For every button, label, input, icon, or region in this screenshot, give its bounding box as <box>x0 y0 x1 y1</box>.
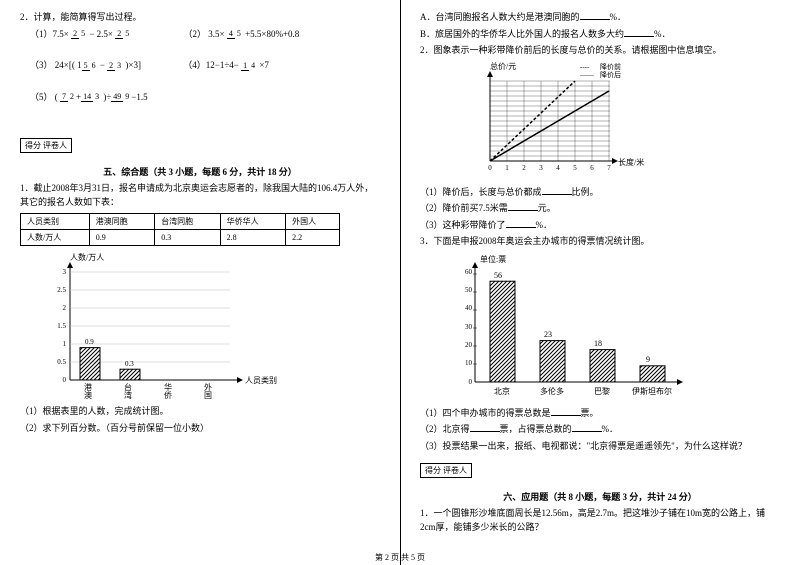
svg-text:0.9: 0.9 <box>85 338 94 346</box>
svg-text:4: 4 <box>556 164 560 172</box>
svg-text:2.5: 2.5 <box>57 286 66 294</box>
svg-text:北京: 北京 <box>494 386 510 396</box>
svg-text:----: ---- <box>580 63 590 71</box>
svg-text:56: 56 <box>494 271 502 280</box>
svg-text:60: 60 <box>465 268 473 276</box>
svg-text:多伦多: 多伦多 <box>540 386 564 396</box>
f4: （4）12−1÷4− 14 ×7 <box>183 60 269 70</box>
svg-text:2: 2 <box>63 304 67 312</box>
svg-text:人员类别: 人员类别 <box>245 375 277 385</box>
section5-q1: 1．截止2008年3月31日，报名申请成为北京奥运会志愿者的，除我国大陆的106… <box>20 182 380 209</box>
ra: A．台湾同胞报名人数大约是港澳同胞的%． <box>420 11 780 25</box>
svg-text:9: 9 <box>646 355 650 364</box>
svg-text:7: 7 <box>607 164 611 172</box>
score-box: 得分 评卷人 <box>20 138 72 153</box>
svg-text:——: —— <box>579 71 595 79</box>
svg-text:30: 30 <box>465 323 473 331</box>
formula-row-1: （1）7.5× 25 − 2.5× 25 （2） 3.5× 45 +5.5×80… <box>30 28 380 42</box>
svg-text:1: 1 <box>63 340 67 348</box>
svg-text:0: 0 <box>63 376 67 384</box>
svg-text:降价后: 降价后 <box>600 70 621 79</box>
svg-text:20: 20 <box>465 341 473 349</box>
sub2: （2）求下列百分数。（百分号前保留一位小数） <box>20 422 380 436</box>
section-5-header: 五、综合题（共 3 小题，每题 6 分，共计 18 分） <box>20 165 380 178</box>
svg-text:湾: 湾 <box>124 390 132 400</box>
formula-row-2: （3） 24×[( 156 − 23 )×3] （4）12−1÷4− 14 ×7 <box>30 59 380 73</box>
f1: （1）7.5× 25 − 2.5× 25 <box>30 29 133 39</box>
svg-text:50: 50 <box>465 286 473 294</box>
rq2: 2．图象表示一种彩带降价前后的长度与总价的关系。请根据图中信息填空。 <box>420 44 780 58</box>
svg-text:1: 1 <box>505 164 509 172</box>
chart2-line: 总价/元 ---- 降价前 —— 降价后 0 1 2 3 4 5 6 7 长度/米 <box>460 61 660 181</box>
category-table: 人员类别 港澳同胞 台湾同胞 华侨华人 外国人 人数/万人 0.9 0.3 2.… <box>20 213 340 246</box>
svg-text:40: 40 <box>465 304 473 312</box>
svg-text:0: 0 <box>469 378 473 386</box>
rq3: 3．下面是申报2008年奥运会主办城市的得票情况统计图。 <box>420 235 780 249</box>
svg-text:5: 5 <box>573 164 577 172</box>
svg-text:23: 23 <box>544 330 552 339</box>
svg-text:侨: 侨 <box>164 390 172 400</box>
svg-text:18: 18 <box>594 339 602 348</box>
page-footer: 第 2 页 共 5 页 <box>0 552 800 563</box>
svg-text:总价/元: 总价/元 <box>490 61 516 71</box>
svg-text:0: 0 <box>488 164 492 172</box>
svg-text:澳: 澳 <box>84 390 92 400</box>
f2: （2） 3.5× 45 +5.5×80%+0.8 <box>183 29 299 39</box>
svg-text:0.5: 0.5 <box>57 358 66 366</box>
right-column: A．台湾同胞报名人数大约是港澳同胞的%． B．旅居国外的华侨华人比外国人的报名人… <box>400 0 800 565</box>
left-column: 2．计算，能简算得写出过程。 （1）7.5× 25 − 2.5× 25 （2） … <box>0 0 400 565</box>
svg-text:国: 国 <box>204 391 212 400</box>
f5: （5） ( 72+143 )÷499−1.5 <box>30 92 148 102</box>
svg-text:0.3: 0.3 <box>125 360 134 368</box>
svg-text:巴黎: 巴黎 <box>594 386 610 396</box>
chart3-bar: 单位:票 0 10 20 30 40 50 60 56 23 18 9 北京 多伦多 巴黎… <box>440 252 700 402</box>
section-6-header: 六、应用题（共 8 小题，每题 3 分，共计 24 分） <box>420 490 780 503</box>
sub1: （1）根据表里的人数，完成统计图。 <box>20 405 380 419</box>
score-box-2: 得分 评卷人 <box>420 463 472 478</box>
c3-3: （3）投票结果一出来，报纸、电视都说："北京得票是遥遥领先"，为什么这样说？ <box>420 440 780 454</box>
svg-text:3: 3 <box>63 268 67 276</box>
svg-text:伊斯坦布尔: 伊斯坦布尔 <box>632 386 672 396</box>
svg-text:长度/米: 长度/米 <box>618 157 644 167</box>
th-category: 人员类别 <box>21 214 90 230</box>
svg-text:3: 3 <box>539 164 543 172</box>
svg-text:2: 2 <box>522 164 526 172</box>
formula-row-3: （5） ( 72+143 )÷499−1.5 <box>30 91 380 105</box>
chart1-bar: 人数/万人 00.51 1.522.53 0.9 0.3 港澳 台湾 华侨 外国… <box>20 250 280 400</box>
svg-text:1.5: 1.5 <box>57 322 66 330</box>
q2-title: 2．计算，能简算得写出过程。 <box>20 11 380 25</box>
svg-text:10: 10 <box>465 359 473 367</box>
rb: B．旅居国外的华侨华人比外国人的报名人数多大约%． <box>420 28 780 42</box>
app1: 1．一个圆锥形沙堆底面周长是12.56m，高是2.7m。把这堆沙子铺在10m宽的… <box>420 507 780 534</box>
svg-text:单位:票: 单位:票 <box>480 254 506 264</box>
svg-text:降价前: 降价前 <box>600 62 621 71</box>
svg-text:6: 6 <box>590 164 594 172</box>
f3: （3） 24×[( 156 − 23 )×3] <box>30 60 143 70</box>
svg-text:人数/万人: 人数/万人 <box>70 252 104 262</box>
